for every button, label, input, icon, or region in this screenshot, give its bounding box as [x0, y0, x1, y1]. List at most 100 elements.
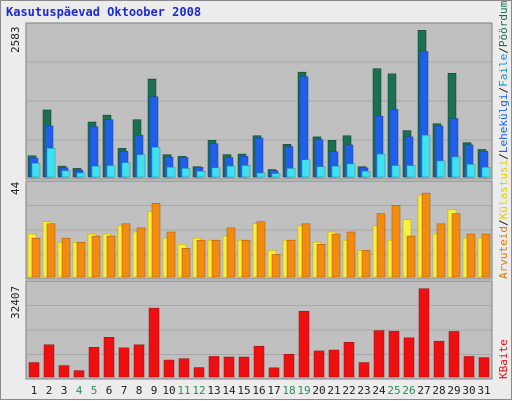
visits-bar: [466, 233, 476, 278]
visits-bar: [121, 223, 131, 278]
files-bar: [376, 153, 386, 178]
kbytes-bar: [418, 288, 430, 378]
kbytes-bar: [328, 349, 340, 378]
visits-bar: [151, 203, 161, 278]
chart-title: Kasutuspäevad Oktoober 2008: [6, 5, 201, 19]
kbytes-bar: [373, 330, 385, 378]
x-tick-label: 17: [267, 384, 280, 397]
visits-bar: [406, 235, 416, 278]
visits-bar: [46, 223, 56, 278]
x-tick-label: 24: [372, 384, 386, 397]
visits-bar: [181, 248, 191, 278]
bars: [27, 30, 491, 378]
x-tick-label: 23: [357, 384, 370, 397]
files-bar: [466, 164, 476, 178]
kbytes-bar: [343, 342, 355, 378]
files-bar: [211, 167, 221, 178]
visits-bar: [331, 233, 341, 278]
kbytes-bar: [43, 344, 55, 378]
files-bar: [76, 172, 86, 178]
files-bar: [301, 159, 311, 178]
visits-bar: [271, 254, 281, 278]
x-tick-label: 3: [61, 384, 68, 397]
visits-bar: [106, 235, 116, 278]
kbytes-bar: [433, 340, 445, 378]
x-tick-label: 20: [312, 384, 325, 397]
kbytes-bar: [358, 362, 370, 378]
visits-bar: [196, 239, 206, 278]
x-tick-label: 5: [91, 384, 98, 397]
visits-bar: [91, 235, 101, 278]
files-bar: [91, 165, 101, 178]
x-tick-label: 25: [387, 384, 400, 397]
files-bar: [136, 154, 146, 178]
kbytes-bar: [73, 370, 85, 378]
files-bar: [346, 163, 356, 178]
kbytes-bar: [478, 357, 490, 378]
visits-bar: [136, 227, 146, 278]
kbytes-bar: [253, 345, 265, 378]
max-label-middle: 44: [9, 181, 22, 195]
x-tick-label: 21: [327, 384, 340, 397]
x-tick-label: 16: [252, 384, 265, 397]
right-legend: KBaite: [497, 339, 510, 379]
visits-bar: [76, 241, 86, 278]
files-bar: [106, 165, 116, 178]
x-tick-label: 4: [76, 384, 83, 397]
x-tick-label: 22: [342, 384, 355, 397]
files-bar: [31, 162, 41, 178]
legend-files: Faile: [497, 54, 510, 87]
visits-bar: [256, 221, 266, 278]
files-bar: [406, 165, 416, 178]
x-tick-label: 12: [192, 384, 205, 397]
files-bar: [151, 146, 161, 178]
x-tick-label: 30: [462, 384, 475, 397]
kbytes-bar: [58, 365, 70, 378]
x-tick-label: 7: [121, 384, 128, 397]
files-bar: [361, 171, 371, 178]
files-bar: [121, 162, 131, 178]
max-label-bottom: 32407: [9, 286, 22, 319]
x-tick-label: 1: [31, 384, 38, 397]
kbytes-bar: [448, 331, 460, 378]
kbytes-bar: [268, 367, 280, 378]
legend-kbytes: KBaite: [497, 339, 510, 379]
x-tick-label: 26: [402, 384, 415, 397]
files-bar: [256, 172, 266, 178]
files-bar: [421, 134, 431, 178]
visits-bar: [316, 244, 326, 278]
kbytes-bar: [388, 330, 400, 378]
x-axis-labels: 1 2 3 4 5 6 7 8 9 10 11 12 13 14 15 16 17 18 19 20 21 22 23 24 2…: [31, 384, 491, 397]
files-bar: [391, 165, 401, 178]
legend-sep: /: [497, 219, 510, 226]
x-tick-label: 13: [207, 384, 220, 397]
files-bar: [481, 167, 491, 178]
visits-bar: [481, 233, 491, 278]
legend-hits: Pöördumisi: [497, 1, 510, 47]
visits-bar: [211, 239, 221, 278]
kbytes-bar: [298, 310, 310, 378]
files-bar: [316, 166, 326, 178]
x-tick-label: 19: [297, 384, 310, 397]
kbytes-bar: [463, 356, 475, 378]
x-tick-label: 9: [151, 384, 158, 397]
kbytes-bar: [148, 307, 160, 378]
legend-pages: Lehekülgi: [497, 94, 510, 154]
visits-bar: [346, 231, 356, 278]
files-bar: [166, 167, 176, 178]
kbytes-bar: [88, 347, 100, 378]
visits-bar: [31, 237, 41, 278]
x-tick-label: 29: [447, 384, 460, 397]
kbytes-bar: [313, 350, 325, 378]
visits-bar: [391, 205, 401, 278]
files-bar: [436, 160, 446, 178]
files-bar: [46, 148, 56, 178]
kbytes-bar: [403, 337, 415, 378]
visits-bar: [226, 227, 236, 278]
files-bar: [241, 165, 251, 178]
kbytes-bar: [193, 367, 205, 378]
x-tick-label: 8: [136, 384, 143, 397]
x-tick-label: 6: [106, 384, 113, 397]
visits-bar: [361, 250, 371, 278]
